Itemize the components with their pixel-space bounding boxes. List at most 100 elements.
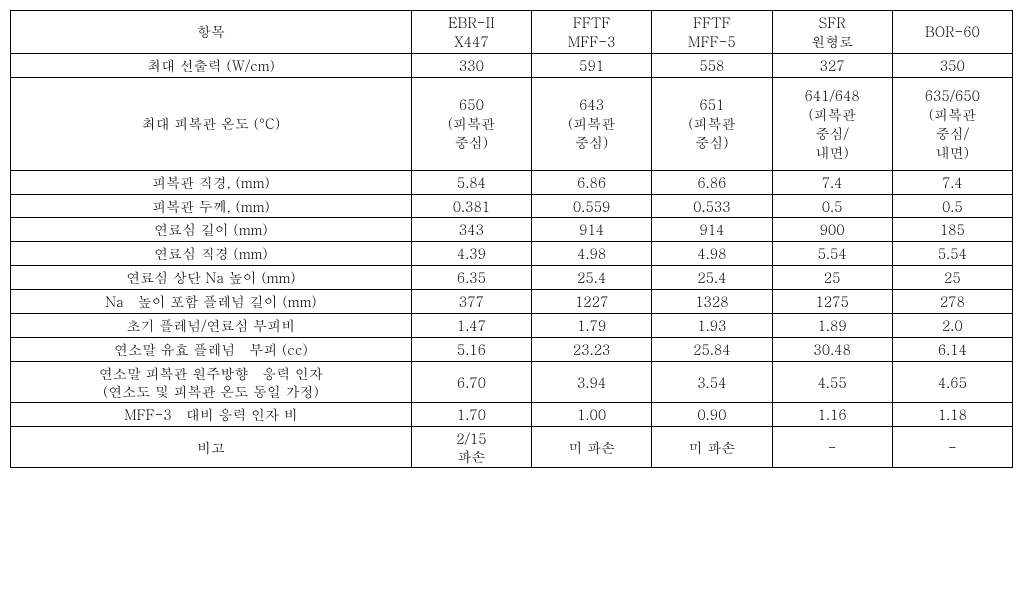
cell: 1.18 bbox=[892, 403, 1012, 427]
cell: 6.70 bbox=[411, 361, 531, 402]
header-fftf5: FFTFMFF-5 bbox=[652, 11, 772, 54]
row-label: 연료심 직경 (mm) bbox=[11, 242, 412, 266]
cell: 25.4 bbox=[652, 266, 772, 290]
cell: 25.4 bbox=[532, 266, 652, 290]
cell: 914 bbox=[532, 218, 652, 242]
cell: 2.0 bbox=[892, 314, 1012, 338]
row-label: 연료심 상단 Na 높이 (mm) bbox=[11, 266, 412, 290]
row-label: 연소말 피복관 원주방향 응력 인자(연소도 및 피복관 온도 동일 가정) bbox=[11, 361, 412, 402]
cell: 1.16 bbox=[772, 403, 892, 427]
header-sfr: SFR원형로 bbox=[772, 11, 892, 54]
table-row: 연소말 유효 플레넘 부피 (cc)5.1623.2325.8430.486.1… bbox=[11, 337, 1013, 361]
cell: 900 bbox=[772, 218, 892, 242]
row-label: 연료심 길이 (mm) bbox=[11, 218, 412, 242]
cell: 6.86 bbox=[532, 170, 652, 194]
header-item: 항목 bbox=[11, 11, 412, 54]
table-row: 피복관 두께, (mm)0.3810.5590.5330.50.5 bbox=[11, 194, 1013, 218]
table-body: 최대 선출력 (W/cm)330591558327350최대 피복관 온도 (°… bbox=[11, 53, 1013, 468]
cell: 1.93 bbox=[652, 314, 772, 338]
cell: 350 bbox=[892, 53, 1012, 77]
row-label: 연소말 유효 플레넘 부피 (cc) bbox=[11, 337, 412, 361]
cell: 30.48 bbox=[772, 337, 892, 361]
header-row: 항목 EBR-IIX447 FFTFMFF-3 FFTFMFF-5 SFR원형로… bbox=[11, 11, 1013, 54]
cell: 1.89 bbox=[772, 314, 892, 338]
cell: 330 bbox=[411, 53, 531, 77]
cell: 650(피복관중심) bbox=[411, 77, 531, 170]
cell: 6.35 bbox=[411, 266, 531, 290]
table-row: 연료심 상단 Na 높이 (mm)6.3525.425.42525 bbox=[11, 266, 1013, 290]
cell: 2/15파손 bbox=[411, 427, 531, 468]
row-label: Na 높이 포함 플레넘 길이 (mm) bbox=[11, 290, 412, 314]
row-label: MFF-3 대비 응력 인자 비 bbox=[11, 403, 412, 427]
cell: 6.14 bbox=[892, 337, 1012, 361]
cell: - bbox=[772, 427, 892, 468]
cell: 1.79 bbox=[532, 314, 652, 338]
cell: 558 bbox=[652, 53, 772, 77]
cell: 25 bbox=[892, 266, 1012, 290]
cell: 635/650(피복관중심/내면) bbox=[892, 77, 1012, 170]
cell: 185 bbox=[892, 218, 1012, 242]
cell: - bbox=[892, 427, 1012, 468]
table-row: 연소말 피복관 원주방향 응력 인자(연소도 및 피복관 온도 동일 가정)6.… bbox=[11, 361, 1013, 402]
cell: 미 파손 bbox=[652, 427, 772, 468]
table-row: 연료심 길이 (mm)343914914900185 bbox=[11, 218, 1013, 242]
cell: 0.533 bbox=[652, 194, 772, 218]
cell: 1275 bbox=[772, 290, 892, 314]
cell: 1.00 bbox=[532, 403, 652, 427]
cell: 1328 bbox=[652, 290, 772, 314]
cell: 4.39 bbox=[411, 242, 531, 266]
row-label: 비고 bbox=[11, 427, 412, 468]
table-row: 피복관 직경, (mm)5.846.866.867.47.4 bbox=[11, 170, 1013, 194]
header-bor60: BOR-60 bbox=[892, 11, 1012, 54]
row-label: 최대 피복관 온도 (°C) bbox=[11, 77, 412, 170]
cell: 591 bbox=[532, 53, 652, 77]
header-fftf3: FFTFMFF-3 bbox=[532, 11, 652, 54]
cell: 1.47 bbox=[411, 314, 531, 338]
cell: 327 bbox=[772, 53, 892, 77]
cell: 25.84 bbox=[652, 337, 772, 361]
cell: 4.65 bbox=[892, 361, 1012, 402]
cell: 5.54 bbox=[892, 242, 1012, 266]
cell: 7.4 bbox=[892, 170, 1012, 194]
cell: 25 bbox=[772, 266, 892, 290]
row-label: 초기 플레넘/연료심 부피비 bbox=[11, 314, 412, 338]
cell: 4.55 bbox=[772, 361, 892, 402]
table-row: MFF-3 대비 응력 인자 비1.701.000.901.161.18 bbox=[11, 403, 1013, 427]
cell: 5.16 bbox=[411, 337, 531, 361]
cell: 6.86 bbox=[652, 170, 772, 194]
table-row: 연료심 직경 (mm)4.394.984.985.545.54 bbox=[11, 242, 1013, 266]
row-label: 피복관 직경, (mm) bbox=[11, 170, 412, 194]
cell: 4.98 bbox=[652, 242, 772, 266]
cell: 1227 bbox=[532, 290, 652, 314]
cell: 377 bbox=[411, 290, 531, 314]
cell: 651(피복관중심) bbox=[652, 77, 772, 170]
table-row: Na 높이 포함 플레넘 길이 (mm)377122713281275278 bbox=[11, 290, 1013, 314]
cell: 278 bbox=[892, 290, 1012, 314]
cell: 343 bbox=[411, 218, 531, 242]
cell: 3.94 bbox=[532, 361, 652, 402]
cell: 7.4 bbox=[772, 170, 892, 194]
cell: 643(피복관중심) bbox=[532, 77, 652, 170]
row-label: 최대 선출력 (W/cm) bbox=[11, 53, 412, 77]
cell: 0.5 bbox=[892, 194, 1012, 218]
cell: 4.98 bbox=[532, 242, 652, 266]
cell: 0.90 bbox=[652, 403, 772, 427]
cell: 1.70 bbox=[411, 403, 531, 427]
table-row: 최대 선출력 (W/cm)330591558327350 bbox=[11, 53, 1013, 77]
cell: 0.559 bbox=[532, 194, 652, 218]
row-label: 피복관 두께, (mm) bbox=[11, 194, 412, 218]
data-table: 항목 EBR-IIX447 FFTFMFF-3 FFTFMFF-5 SFR원형로… bbox=[10, 10, 1013, 468]
table-row: 초기 플레넘/연료심 부피비1.471.791.931.892.0 bbox=[11, 314, 1013, 338]
cell: 641/648(피복관중심/내면) bbox=[772, 77, 892, 170]
table-row: 최대 피복관 온도 (°C)650(피복관중심)643(피복관중심)651(피복… bbox=[11, 77, 1013, 170]
cell: 5.54 bbox=[772, 242, 892, 266]
cell: 5.84 bbox=[411, 170, 531, 194]
cell: 3.54 bbox=[652, 361, 772, 402]
cell: 미 파손 bbox=[532, 427, 652, 468]
cell: 0.5 bbox=[772, 194, 892, 218]
cell: 0.381 bbox=[411, 194, 531, 218]
cell: 23.23 bbox=[532, 337, 652, 361]
table-row: 비고2/15파손미 파손미 파손-- bbox=[11, 427, 1013, 468]
header-ebr2: EBR-IIX447 bbox=[411, 11, 531, 54]
cell: 914 bbox=[652, 218, 772, 242]
